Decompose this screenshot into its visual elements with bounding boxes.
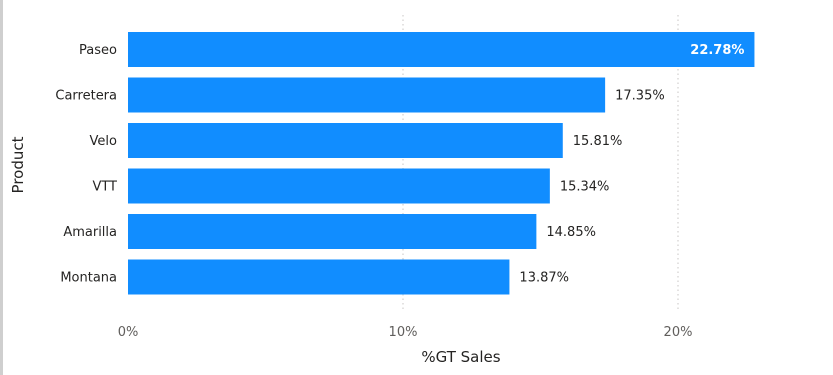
y-axis-title: Product	[9, 136, 27, 193]
y-tick-label: Velo	[90, 134, 117, 149]
category-axis: Paseo Carretera Velo VTT Amarilla Montana	[55, 43, 117, 286]
y-tick-label: Amarilla	[63, 225, 117, 240]
visual-border	[0, 0, 3, 375]
data-label: 22.78%	[690, 43, 744, 58]
data-label: 15.81%	[573, 134, 623, 149]
bar	[128, 168, 550, 204]
y-tick-label: Paseo	[79, 43, 117, 58]
data-label: 15.34%	[560, 180, 610, 195]
data-labels: 22.78% 17.35% 15.81% 15.34% 14.85% 13.87%	[519, 43, 744, 286]
y-tick-label: VTT	[92, 180, 117, 195]
y-tick-label: Montana	[60, 271, 117, 286]
data-label: 17.35%	[615, 89, 665, 104]
data-label: 14.85%	[546, 225, 596, 240]
bar	[128, 214, 537, 249]
y-tick-label: Carretera	[55, 89, 117, 104]
bar	[128, 259, 510, 295]
bars	[128, 32, 755, 295]
x-tick-label: 10%	[389, 325, 418, 340]
value-axis: 0% 10% 20%	[118, 325, 693, 340]
bar	[128, 77, 606, 113]
bar	[128, 32, 755, 67]
data-label: 13.87%	[519, 271, 569, 286]
x-tick-label: 0%	[118, 325, 139, 340]
x-tick-label: 20%	[664, 325, 693, 340]
bar	[128, 123, 563, 158]
x-axis-title: %GT Sales	[421, 348, 500, 366]
